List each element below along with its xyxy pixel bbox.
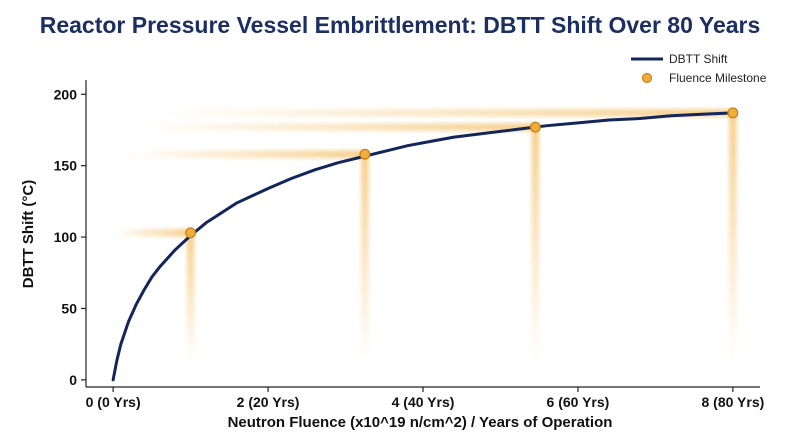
x-tick-label-1: 2 (20 Yrs) [237,394,300,410]
y-axis-label: DBTT Shift (°C) [20,180,37,288]
milestone-vglow-1 [361,154,368,362]
x-tick-label-0: 0 (0 Yrs) [86,394,141,410]
fluence-milestone-points [185,107,739,239]
x-tick-label-3: 6 (60 Yrs) [547,394,610,410]
chart-title: Reactor Pressure Vessel Embrittlement: D… [40,12,761,38]
milestone-hglow-2 [141,124,536,131]
legend-label-fluence-milestone: Fluence Milestone [669,71,767,85]
series-line-dbtt-shift [111,111,735,382]
milestone-vglow-0 [187,232,194,362]
x-tick-label-2: 4 (40 Yrs) [392,394,455,410]
fluence-milestone-point-0 [185,227,197,239]
y-tick-label-3: 150 [54,158,78,174]
fluence-milestone-point-2 [529,121,541,133]
milestone-vglow-2 [532,127,539,362]
legend-swatch-fluence-milestone [641,72,653,84]
milestone-hglow-0 [114,229,191,236]
fluence-milestone-point-1 [359,148,371,160]
legend-label-dbtt-shift: DBTT Shift [669,52,728,66]
y-tick-label-1: 50 [61,300,77,316]
x-axis-label: Neutron Fluence (x10^19 n/cm^2) / Years … [228,414,613,431]
fluence-milestone-point-3 [727,107,739,119]
x-axis-ticks: 0 (0 Yrs) 2 (20 Yrs) 4 (40 Yrs) 6 (60 Yrs) 8… [86,387,764,410]
milestone-hglow-1 [128,151,365,158]
milestone-hglow-3 [157,109,733,116]
y-tick-label-2: 100 [54,229,78,245]
y-axis-ticks: 0 50 100 150 200 [54,86,86,388]
y-tick-label-0: 0 [69,372,77,388]
legend: DBTT Shift Fluence Milestone [631,52,767,85]
x-tick-label-4: 8 (80 Yrs) [701,394,764,410]
y-tick-label-4: 200 [54,86,78,102]
milestone-guides [114,109,736,362]
milestone-vglow-3 [729,112,736,362]
